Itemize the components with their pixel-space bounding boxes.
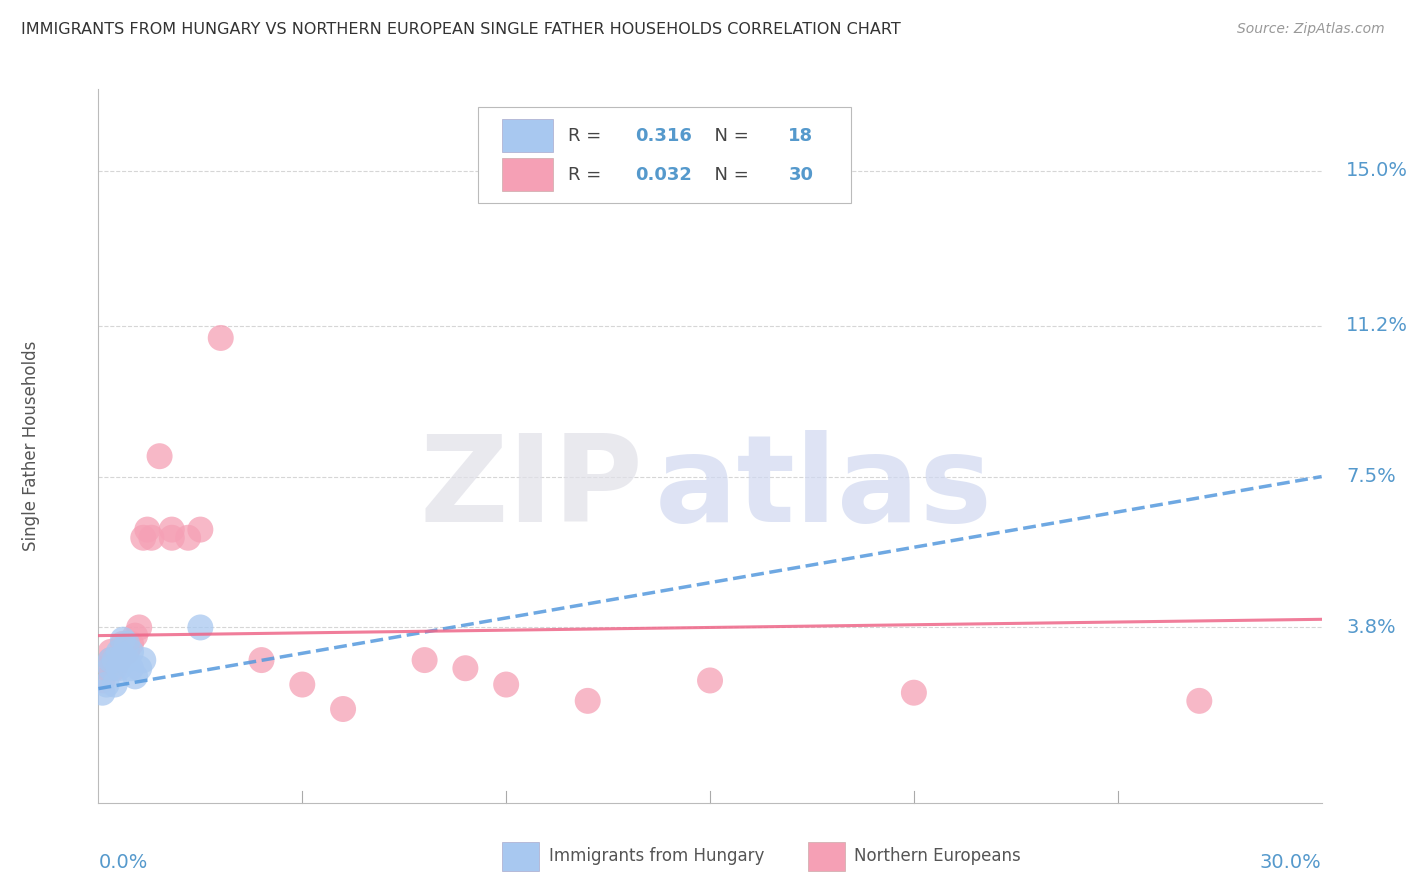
Text: N =: N =: [703, 127, 754, 145]
Text: ZIP: ZIP: [419, 430, 643, 548]
Point: [104, 661, 127, 675]
Point: [188, 523, 212, 537]
Point: [576, 694, 599, 708]
Point: [495, 677, 517, 691]
Point: [100, 653, 122, 667]
Point: [149, 449, 172, 463]
Point: [120, 637, 142, 651]
Point: [141, 531, 163, 545]
Point: [250, 653, 273, 667]
Point: [111, 637, 134, 651]
Point: [100, 645, 122, 659]
Text: 11.2%: 11.2%: [1346, 316, 1406, 335]
Point: [188, 620, 212, 634]
Point: [100, 653, 122, 667]
Point: [91, 673, 114, 688]
Text: R =: R =: [568, 166, 607, 184]
Text: IMMIGRANTS FROM HUNGARY VS NORTHERN EUROPEAN SINGLE FATHER HOUSEHOLDS CORRELATIO: IMMIGRANTS FROM HUNGARY VS NORTHERN EURO…: [21, 22, 901, 37]
Point: [160, 531, 183, 545]
Text: 30.0%: 30.0%: [1260, 853, 1322, 871]
Point: [120, 661, 142, 675]
Text: 18: 18: [789, 127, 814, 145]
Point: [96, 677, 118, 691]
Point: [100, 661, 122, 675]
Point: [115, 645, 138, 659]
Point: [177, 531, 200, 545]
Point: [136, 523, 159, 537]
Point: [132, 531, 155, 545]
Text: Northern Europeans: Northern Europeans: [855, 847, 1021, 865]
Text: 30: 30: [789, 166, 813, 184]
Point: [108, 661, 131, 675]
Point: [413, 653, 436, 667]
Text: 15.0%: 15.0%: [1346, 161, 1406, 180]
Text: 0.032: 0.032: [636, 166, 692, 184]
Text: 3.8%: 3.8%: [1346, 618, 1396, 637]
Point: [124, 629, 146, 643]
Text: 0.0%: 0.0%: [98, 853, 148, 871]
Point: [454, 661, 477, 675]
Point: [111, 648, 134, 663]
Text: R =: R =: [568, 127, 607, 145]
Text: 7.5%: 7.5%: [1346, 467, 1396, 486]
Point: [124, 669, 146, 683]
Point: [1188, 694, 1211, 708]
Point: [160, 523, 183, 537]
Text: Immigrants from Hungary: Immigrants from Hungary: [548, 847, 763, 865]
Point: [332, 702, 354, 716]
Point: [91, 686, 114, 700]
Point: [291, 677, 314, 691]
Point: [128, 661, 150, 675]
Point: [120, 645, 142, 659]
Point: [699, 673, 721, 688]
Text: Source: ZipAtlas.com: Source: ZipAtlas.com: [1237, 22, 1385, 37]
FancyBboxPatch shape: [502, 159, 554, 191]
FancyBboxPatch shape: [502, 842, 538, 871]
Point: [104, 653, 127, 667]
Point: [104, 677, 127, 691]
Point: [209, 331, 232, 345]
FancyBboxPatch shape: [478, 107, 851, 203]
Point: [903, 686, 925, 700]
Point: [108, 653, 131, 667]
Text: atlas: atlas: [655, 430, 993, 548]
Point: [111, 632, 134, 647]
Point: [115, 653, 138, 667]
FancyBboxPatch shape: [502, 120, 554, 152]
Text: Single Father Households: Single Father Households: [22, 341, 41, 551]
Point: [108, 645, 131, 659]
Text: N =: N =: [703, 166, 754, 184]
Point: [128, 620, 150, 634]
Text: 0.316: 0.316: [636, 127, 692, 145]
Point: [132, 653, 155, 667]
Point: [115, 637, 138, 651]
FancyBboxPatch shape: [808, 842, 845, 871]
Point: [96, 661, 118, 675]
